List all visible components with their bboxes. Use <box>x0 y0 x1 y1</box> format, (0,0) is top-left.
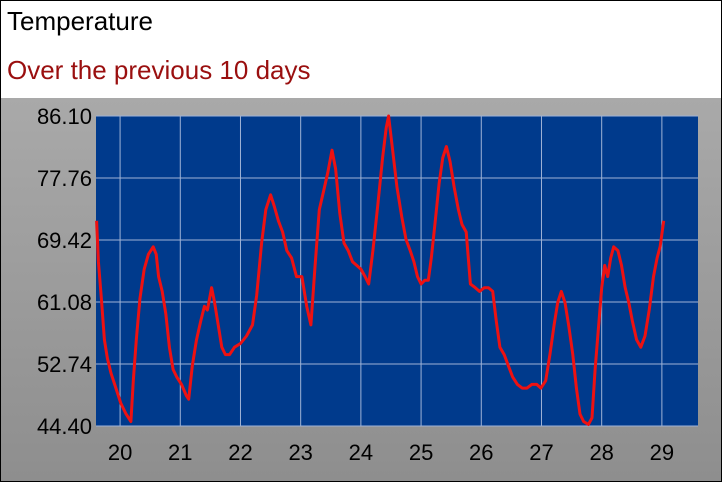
y-tick-label: 86.10 <box>37 104 92 129</box>
y-tick-label: 44.40 <box>37 414 92 439</box>
plot-area <box>96 116 698 426</box>
x-axis-ticks: 20 21 22 23 24 25 26 27 28 29 <box>108 440 674 465</box>
y-tick-label: 77.76 <box>37 166 92 191</box>
chart-panel: 44.40 52.74 61.08 69.42 77.76 86.10 20 21 22 23 2… <box>1 98 721 481</box>
chart-title: Temperature <box>7 6 153 36</box>
x-tick-label: 23 <box>288 440 312 465</box>
x-tick-label: 26 <box>469 440 493 465</box>
x-tick-label: 29 <box>650 440 674 465</box>
x-tick-label: 21 <box>168 440 192 465</box>
y-axis-ticks: 44.40 52.74 61.08 69.42 77.76 86.10 <box>37 104 92 439</box>
x-tick-label: 22 <box>228 440 252 465</box>
y-tick-label: 52.74 <box>37 352 92 377</box>
chart-subtitle: Over the previous 10 days <box>7 55 311 85</box>
x-tick-label: 28 <box>589 440 613 465</box>
x-tick-label: 20 <box>108 440 132 465</box>
x-tick-label: 25 <box>409 440 433 465</box>
x-tick-label: 24 <box>349 440 373 465</box>
y-tick-label: 69.42 <box>37 228 92 253</box>
temperature-series-line <box>95 114 666 426</box>
y-tick-label: 61.08 <box>37 290 92 315</box>
x-tick-label: 27 <box>529 440 553 465</box>
